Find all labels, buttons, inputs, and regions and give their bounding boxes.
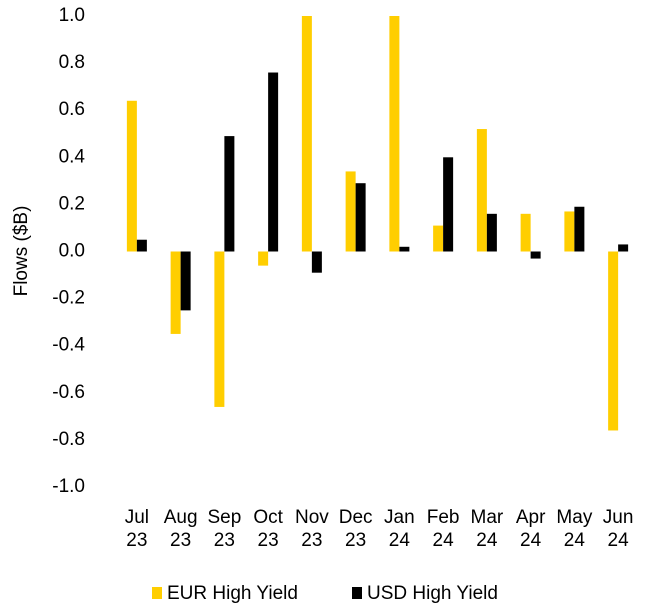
legend-label: USD High Yield bbox=[367, 583, 498, 604]
y-tick-label: 0.4 bbox=[59, 146, 86, 167]
bar bbox=[311, 251, 322, 273]
y-tick-label: -0.6 bbox=[52, 382, 85, 403]
bar bbox=[574, 206, 585, 252]
x-tick-label: Feb 24 bbox=[426, 507, 460, 551]
bar bbox=[345, 171, 356, 252]
bar bbox=[126, 100, 137, 252]
legend-swatch bbox=[152, 587, 162, 599]
bar bbox=[170, 251, 181, 334]
bar bbox=[443, 157, 454, 252]
x-tick-label: Jan 24 bbox=[384, 507, 415, 551]
bar bbox=[476, 129, 487, 252]
x-tick-label: Mar 24 bbox=[470, 507, 504, 551]
x-tick-label: Sep 23 bbox=[207, 507, 242, 551]
bar bbox=[268, 72, 279, 252]
legend-swatch bbox=[352, 587, 362, 599]
x-tick-label: Dec 23 bbox=[338, 507, 373, 551]
x-tick-label: Apr 24 bbox=[515, 507, 546, 551]
x-tick-label: Nov 23 bbox=[294, 507, 329, 551]
bar bbox=[486, 213, 497, 252]
y-tick-label: 0.0 bbox=[59, 241, 85, 262]
bar bbox=[258, 251, 269, 266]
x-tick-label: Aug 23 bbox=[163, 507, 198, 551]
bar bbox=[399, 246, 410, 252]
bar bbox=[214, 251, 225, 407]
bar bbox=[433, 225, 444, 252]
x-tick-label: Oct 23 bbox=[253, 507, 283, 551]
bar bbox=[355, 183, 366, 252]
bar bbox=[389, 16, 400, 252]
y-axis-label: Flows ($B) bbox=[11, 206, 32, 297]
bar bbox=[530, 251, 541, 259]
bar bbox=[180, 251, 191, 311]
bar bbox=[224, 136, 235, 252]
legend-label: EUR High Yield bbox=[167, 583, 298, 604]
y-tick-label: 0.6 bbox=[59, 99, 85, 120]
y-tick-label: 0.8 bbox=[59, 52, 85, 73]
y-tick-label: -0.8 bbox=[52, 429, 85, 450]
bar bbox=[618, 244, 629, 252]
y-tick-label: 1.0 bbox=[59, 5, 85, 26]
bar bbox=[608, 251, 619, 431]
x-tick-label: May 24 bbox=[556, 507, 593, 551]
y-tick-label: 0.2 bbox=[59, 193, 85, 214]
x-tick-label: Jul 23 bbox=[124, 507, 150, 551]
bar bbox=[564, 211, 575, 252]
bar bbox=[136, 239, 147, 252]
y-tick-label: -1.0 bbox=[52, 476, 85, 497]
y-tick-label: -0.4 bbox=[52, 335, 85, 356]
bar bbox=[520, 213, 531, 252]
bar bbox=[301, 16, 312, 252]
y-tick-label: -0.2 bbox=[52, 288, 85, 309]
x-tick-label: Jun 24 bbox=[602, 507, 634, 551]
